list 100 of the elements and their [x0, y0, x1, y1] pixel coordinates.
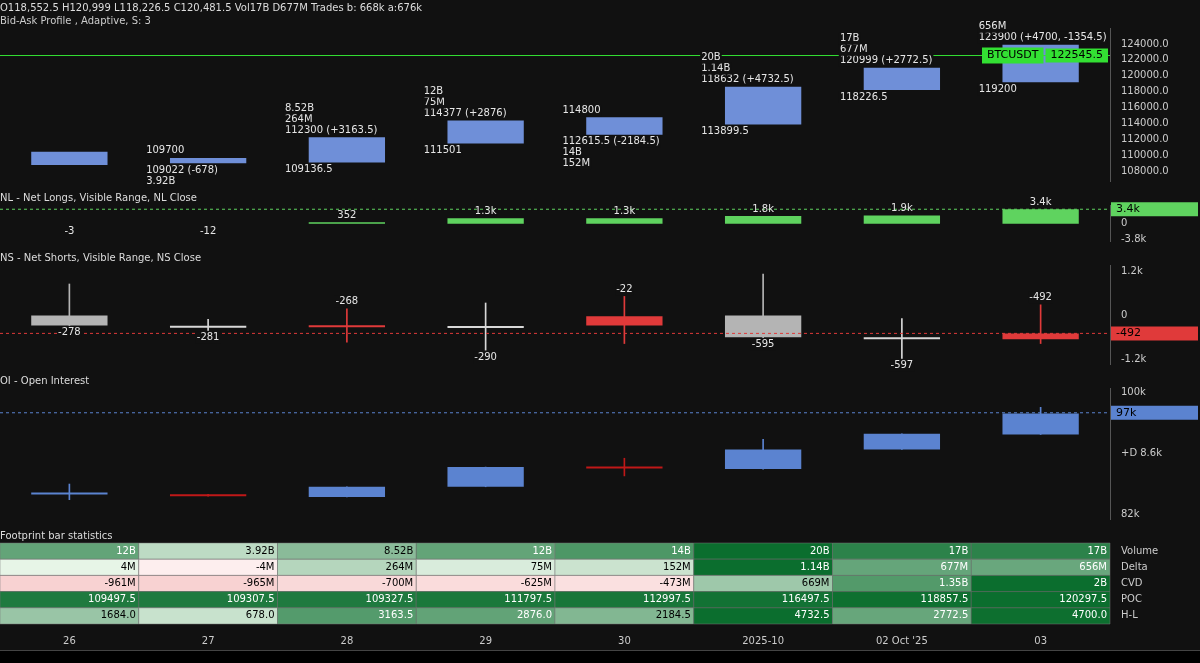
annotation: -595: [751, 338, 775, 350]
annotation: 118632 (+4732.5): [701, 73, 794, 85]
bar: [724, 216, 802, 224]
data-label: 1.14B: [800, 560, 830, 572]
y-tick-label: 112000.0: [1121, 133, 1169, 145]
chart-subtitle: Bid-Ask Profile , Adaptive, S: 3: [0, 14, 151, 26]
data-label: 2B: [1093, 577, 1108, 589]
chart-title: Footprint bar statistics: [0, 529, 113, 541]
y-tick-label: 124000.0: [1121, 37, 1169, 49]
data-label: 4732.5: [794, 609, 830, 621]
annotation: 119200: [978, 82, 1017, 94]
y-tick-label: 1.2k: [1121, 265, 1143, 277]
ref-line-label: 3.4k: [1116, 202, 1141, 216]
data-label: -700M: [381, 577, 414, 589]
data-label: -4M: [255, 560, 275, 572]
annotation: 120999 (+2772.5): [839, 54, 933, 66]
y-tick-label: 118000.0: [1121, 85, 1169, 97]
data-label: 3.4k: [1029, 195, 1052, 207]
data-label: 112997.5: [643, 593, 691, 605]
y-tick-label: CVD: [1121, 577, 1143, 589]
y-tick-label: H-L: [1121, 609, 1139, 621]
bar: [863, 67, 941, 90]
data-label: 3163.5: [378, 609, 414, 621]
bar: [169, 157, 247, 164]
annotation: 3.92B: [146, 174, 176, 186]
annotation: 118226.5: [839, 90, 888, 102]
data-label: -965M: [243, 577, 275, 589]
x-tick-label: 26: [63, 634, 76, 646]
data-label: -12: [199, 225, 217, 237]
data-label: -473M: [659, 577, 691, 589]
data-label: 1.3k: [474, 204, 497, 216]
x-tick-label: 02 Oct '25: [875, 634, 928, 646]
annotation: 109136.5: [284, 162, 333, 174]
bar: [447, 120, 524, 144]
annotation: 17B: [839, 32, 860, 44]
y-tick-label: 114000.0: [1121, 117, 1169, 129]
annotation: -22: [616, 283, 633, 295]
data-label: -3: [64, 225, 75, 237]
y-tick-label: -1.2k: [1121, 352, 1147, 364]
data-label: 2876.0: [517, 609, 552, 621]
data-label: 109307.5: [226, 593, 275, 605]
ref-line-label: 122545.5: [1050, 48, 1104, 62]
ref-line-label: -492: [1116, 326, 1141, 340]
data-label: 17B: [948, 544, 969, 556]
annotation: 12B: [423, 85, 444, 97]
annotation: 112300 (+3163.5): [284, 123, 378, 135]
data-label: 656M: [1079, 560, 1107, 572]
y-tick-label: 100k: [1121, 386, 1147, 398]
annotation: 114377 (+2876): [423, 107, 507, 119]
bar: [447, 218, 524, 224]
candlestick: [169, 319, 247, 331]
chart-title: NL - Net Longs, Visible Range, NL Close: [0, 191, 197, 203]
y-tick-label: 108000.0: [1121, 165, 1169, 177]
annotation: -268: [335, 295, 359, 307]
data-label: 3.92B: [245, 544, 275, 556]
data-label: 678.0: [245, 609, 275, 621]
bar: [863, 215, 941, 224]
annotation: 14B: [562, 146, 583, 158]
data-label: 8.52B: [384, 544, 414, 556]
annotation: 677M: [839, 43, 868, 55]
data-label: 12B: [532, 544, 553, 556]
data-label: 1.3k: [613, 204, 636, 216]
bar: [724, 86, 802, 125]
chart-title: OI - Open Interest: [0, 374, 90, 386]
ref-line-label: 97k: [1116, 405, 1137, 419]
chart-title: NS - Net Shorts, Visible Range, NS Close: [0, 251, 202, 263]
annotation: 152M: [562, 157, 591, 169]
annotation: 109700: [146, 144, 185, 156]
annotation: 113899.5: [701, 125, 749, 137]
data-label: 1.8k: [752, 202, 775, 214]
data-label: 120297.5: [1059, 593, 1107, 605]
data-label: 264M: [385, 560, 414, 572]
data-label: 669M: [801, 577, 830, 589]
annotation: 20B: [701, 51, 721, 63]
x-tick-label: 29: [479, 634, 492, 646]
annotation: -597: [890, 359, 914, 371]
annotation: 1.14B: [701, 62, 731, 74]
data-label: 116497.5: [781, 593, 830, 605]
y-tick-label: 110000.0: [1121, 149, 1169, 161]
data-label: 111797.5: [504, 593, 552, 605]
data-label: 109327.5: [365, 593, 414, 605]
y-tick-label: Volume: [1121, 544, 1159, 556]
data-label: 75M: [530, 560, 552, 572]
data-label: 118857.5: [920, 593, 969, 605]
y-tick-label: 82k: [1121, 508, 1140, 520]
data-label: 1.35B: [939, 577, 969, 589]
annotation: 656M: [978, 20, 1007, 32]
bar: [31, 151, 108, 166]
chart-title: O118,552.5 H120,999 L118,226.5 C120,481.5 Vol17B D677M Trades b: 668k a:676k: [0, 1, 423, 13]
x-tick-label: 28: [340, 634, 354, 646]
data-label: 2184.5: [655, 609, 691, 621]
data-label: -625M: [520, 577, 552, 589]
y-tick-label: POC: [1121, 593, 1142, 605]
annotation: 112615.5 (-2184.5): [562, 135, 660, 147]
data-label: 20B: [809, 544, 830, 556]
data-label: 17B: [1087, 544, 1108, 556]
x-tick-label: 27: [201, 634, 215, 646]
data-label: 1684.0: [100, 609, 136, 621]
annotation: -278: [58, 326, 81, 338]
annotation: BTCUSDT: [986, 48, 1039, 62]
